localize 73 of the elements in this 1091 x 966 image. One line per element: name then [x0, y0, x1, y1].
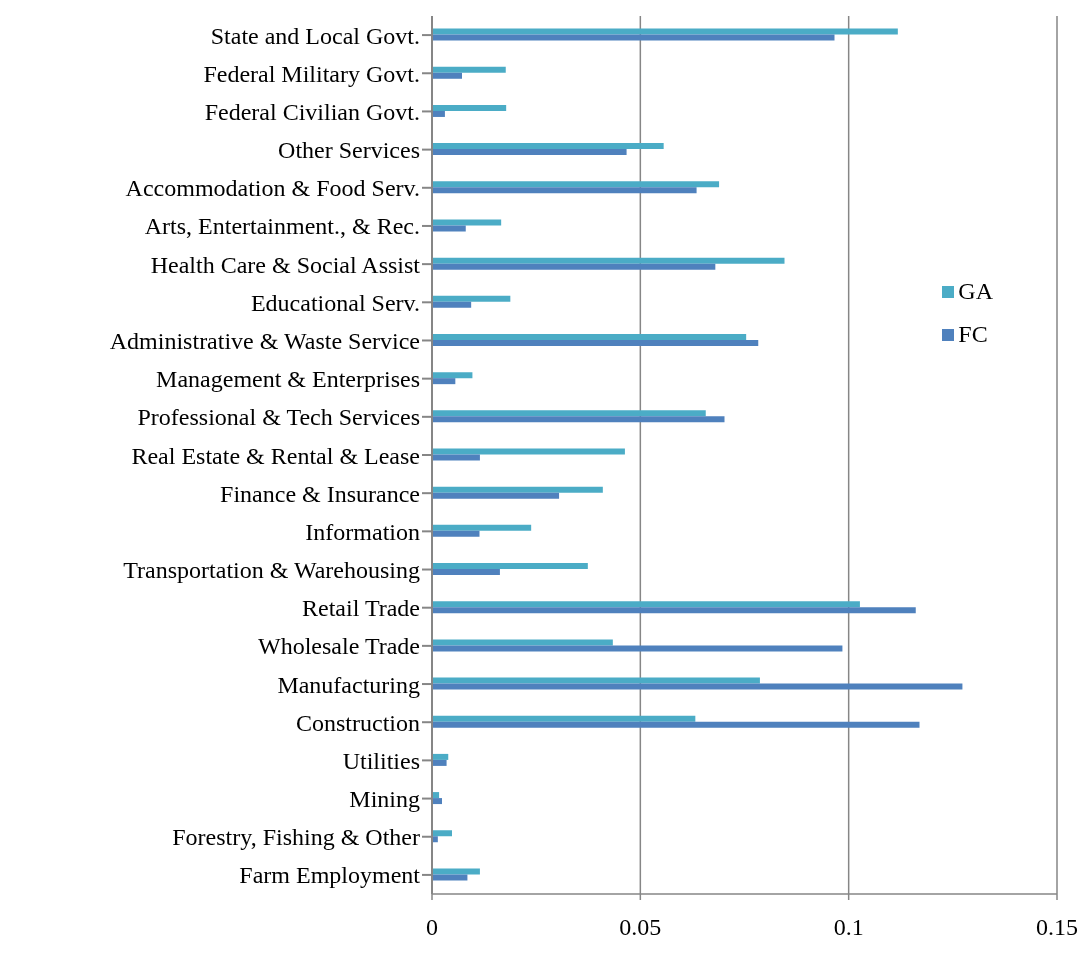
- y-tick-label: Federal Civilian Govt.: [204, 98, 420, 125]
- bar: [432, 295, 511, 302]
- y-tick-label: Farm Employment: [239, 862, 421, 889]
- bar: [432, 339, 759, 346]
- y-tick-label: Mining: [349, 786, 420, 813]
- y-tick-label: Construction: [296, 709, 420, 736]
- bar: [432, 830, 452, 837]
- y-tick-label: Educational Serv.: [250, 289, 420, 316]
- bar: [432, 66, 506, 73]
- y-tick-label: Transportation & Warehousing: [123, 557, 420, 584]
- bar: [432, 715, 696, 722]
- bar: [432, 486, 603, 493]
- bar: [432, 225, 466, 232]
- bar: [432, 563, 588, 570]
- y-tick-label: Forestry, Fishing & Other: [172, 824, 420, 851]
- bar: [432, 34, 835, 41]
- x-tick-label: 0.1: [833, 914, 864, 941]
- y-tick-label: Utilities: [342, 747, 420, 774]
- bar: [432, 410, 706, 417]
- y-tick-label: Manufacturing: [277, 671, 420, 698]
- bar: [432, 301, 472, 308]
- bar: [432, 683, 963, 690]
- y-tick-label: Professional & Tech Services: [137, 404, 420, 431]
- y-tick-label: Other Services: [278, 137, 420, 164]
- y-tick-label: Wholesale Trade: [258, 633, 420, 660]
- y-tick-label: Federal Military Govt.: [203, 60, 420, 87]
- bar: [432, 798, 442, 805]
- y-tick-label: Arts, Entertainment., & Rec.: [144, 213, 420, 240]
- y-tick-label: Health Care & Social Assist: [150, 251, 421, 278]
- bar: [432, 530, 480, 537]
- y-tick-label: Retail Trade: [302, 595, 420, 622]
- bar: [432, 569, 500, 576]
- bar: [432, 110, 445, 117]
- bar: [432, 104, 507, 111]
- bar: [432, 759, 447, 766]
- y-tick-label: Real Estate & Rental & Lease: [131, 442, 420, 469]
- bar: [432, 416, 725, 423]
- bar: [432, 721, 920, 728]
- bar: [432, 645, 843, 652]
- bar: [432, 28, 898, 35]
- legend-label: GA: [958, 278, 993, 305]
- bar: [432, 72, 462, 79]
- y-tick-label: Information: [305, 518, 420, 545]
- bar: [432, 524, 532, 531]
- bar: [432, 149, 627, 156]
- y-tick-label: Finance & Insurance: [220, 480, 420, 507]
- y-tick-label: Management & Enterprises: [156, 366, 420, 393]
- x-tick-label: 0.05: [619, 914, 662, 941]
- bar: [432, 601, 860, 608]
- x-tick-label: 0.15: [1036, 914, 1078, 941]
- bar: [432, 187, 697, 194]
- y-tick-label: State and Local Govt.: [210, 22, 420, 49]
- y-tick-label: Accommodation & Food Serv.: [125, 175, 420, 202]
- bar: [432, 454, 480, 461]
- bar: [432, 372, 473, 379]
- bar: [432, 181, 720, 188]
- bar: [432, 448, 625, 455]
- bar: [432, 607, 916, 614]
- bar: [432, 868, 480, 875]
- bar: [432, 333, 747, 340]
- x-tick-label: 0: [426, 914, 438, 941]
- bar: [432, 263, 716, 270]
- bar: [432, 378, 456, 385]
- bar: [432, 753, 449, 760]
- bar: [432, 874, 468, 881]
- bar: [432, 257, 785, 264]
- bar: [432, 492, 560, 499]
- bar: [432, 143, 664, 150]
- bar: [432, 639, 613, 646]
- y-tick-label: Administrative & Waste Service: [109, 328, 420, 354]
- bar: [432, 677, 760, 684]
- bar: [432, 219, 502, 226]
- legend-label: FC: [958, 321, 988, 348]
